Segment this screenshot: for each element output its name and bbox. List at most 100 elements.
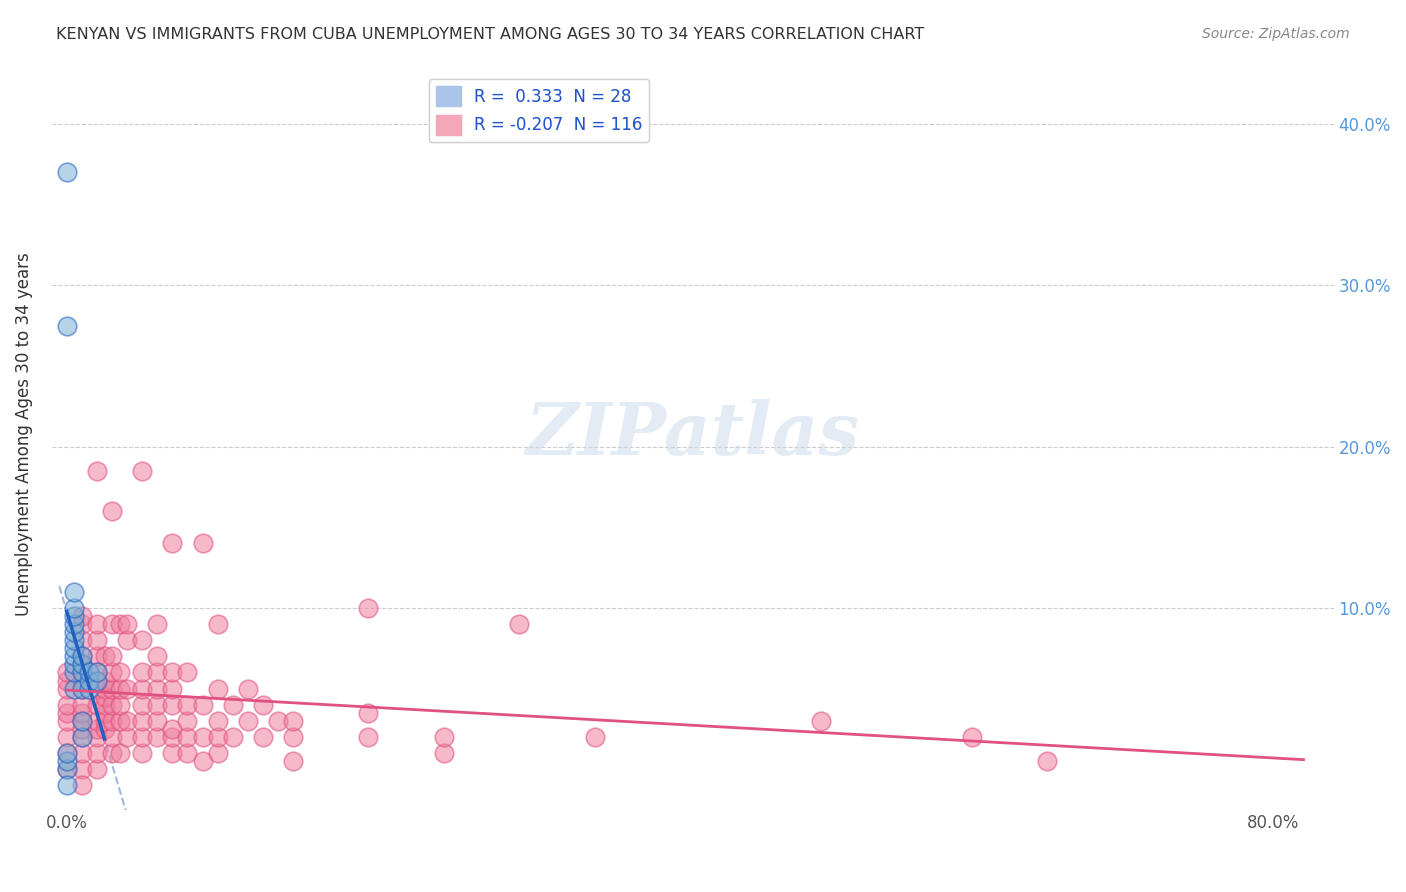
Point	[357, 706, 380, 720]
Point	[86, 681, 108, 696]
Point	[162, 536, 184, 550]
Point	[146, 730, 169, 744]
Point	[56, 681, 79, 696]
Point	[93, 714, 115, 728]
Point	[115, 617, 138, 632]
Point	[86, 665, 108, 680]
Point	[70, 665, 93, 680]
Point	[207, 730, 229, 744]
Point	[70, 633, 93, 648]
Point	[56, 778, 79, 792]
Point	[222, 730, 245, 744]
Point	[70, 665, 93, 680]
Point	[63, 617, 86, 632]
Point	[70, 706, 93, 720]
Point	[93, 673, 115, 688]
Point	[131, 665, 153, 680]
Point	[93, 698, 115, 712]
Point	[162, 698, 184, 712]
Point	[63, 649, 86, 664]
Point	[70, 698, 93, 712]
Point	[207, 681, 229, 696]
Point	[70, 714, 93, 728]
Point	[267, 714, 290, 728]
Point	[115, 633, 138, 648]
Point	[63, 625, 86, 640]
Point	[70, 649, 93, 664]
Point	[101, 504, 124, 518]
Point	[146, 617, 169, 632]
Point	[281, 714, 304, 728]
Point	[176, 746, 198, 760]
Point	[115, 681, 138, 696]
Point	[70, 657, 93, 672]
Point	[56, 665, 79, 680]
Point	[56, 714, 79, 728]
Point	[162, 730, 184, 744]
Point	[508, 617, 530, 632]
Point	[1036, 754, 1059, 768]
Point	[56, 754, 79, 768]
Point	[357, 730, 380, 744]
Point	[56, 706, 79, 720]
Point	[93, 690, 115, 704]
Point	[70, 609, 93, 624]
Point	[56, 746, 79, 760]
Point	[56, 165, 79, 179]
Point	[86, 649, 108, 664]
Point	[281, 730, 304, 744]
Text: ZIPatlas: ZIPatlas	[526, 399, 859, 470]
Point	[108, 617, 131, 632]
Point	[252, 698, 274, 712]
Point	[108, 746, 131, 760]
Point	[86, 714, 108, 728]
Point	[93, 649, 115, 664]
Point	[191, 730, 214, 744]
Point	[115, 714, 138, 728]
Point	[86, 633, 108, 648]
Point	[93, 706, 115, 720]
Point	[108, 714, 131, 728]
Point	[176, 665, 198, 680]
Point	[56, 730, 79, 744]
Point	[236, 714, 259, 728]
Point	[131, 698, 153, 712]
Point	[70, 730, 93, 744]
Point	[146, 649, 169, 664]
Point	[357, 601, 380, 615]
Text: Source: ZipAtlas.com: Source: ZipAtlas.com	[1202, 27, 1350, 41]
Point	[101, 617, 124, 632]
Point	[70, 657, 93, 672]
Point	[56, 698, 79, 712]
Point	[56, 762, 79, 776]
Legend: R =  0.333  N = 28, R = -0.207  N = 116: R = 0.333 N = 28, R = -0.207 N = 116	[429, 79, 650, 142]
Point	[115, 730, 138, 744]
Point	[131, 464, 153, 478]
Point	[162, 746, 184, 760]
Point	[108, 698, 131, 712]
Point	[86, 698, 108, 712]
Point	[63, 665, 86, 680]
Point	[70, 681, 93, 696]
Point	[70, 730, 93, 744]
Point	[63, 641, 86, 656]
Point	[70, 778, 93, 792]
Point	[56, 762, 79, 776]
Point	[93, 722, 115, 736]
Point	[86, 665, 108, 680]
Point	[191, 536, 214, 550]
Point	[131, 714, 153, 728]
Point	[146, 681, 169, 696]
Point	[583, 730, 606, 744]
Point	[63, 609, 86, 624]
Point	[63, 681, 86, 696]
Point	[236, 681, 259, 696]
Point	[101, 698, 124, 712]
Point	[191, 698, 214, 712]
Point	[101, 714, 124, 728]
Point	[146, 698, 169, 712]
Point	[108, 665, 131, 680]
Point	[191, 754, 214, 768]
Point	[56, 673, 79, 688]
Point	[86, 673, 108, 688]
